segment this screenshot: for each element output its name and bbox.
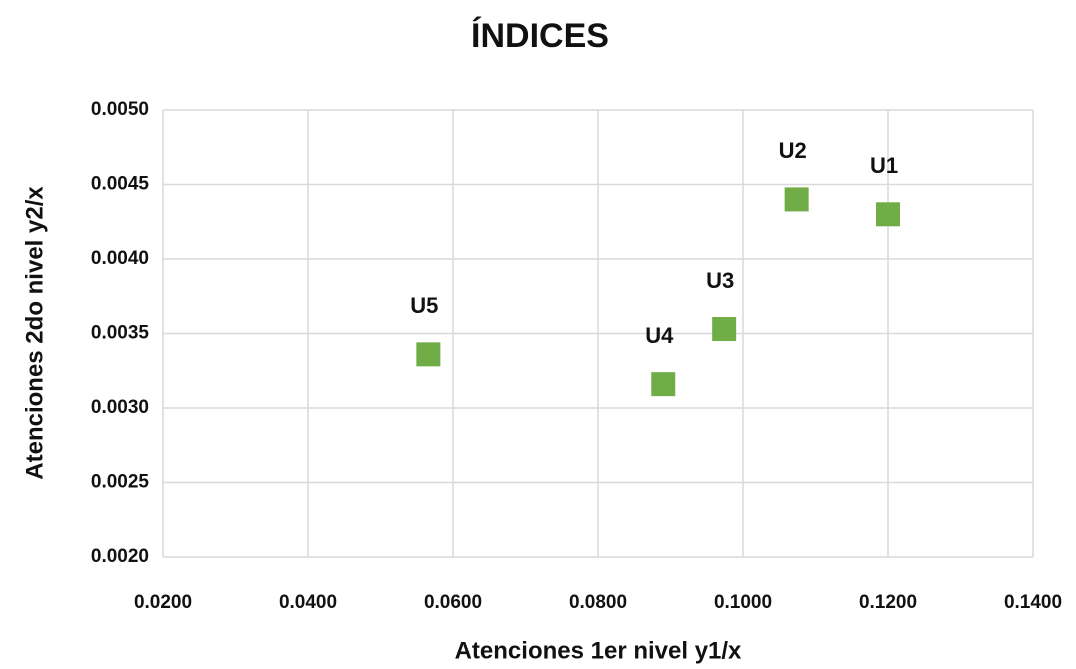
- y-tick-label: 0.0030: [91, 397, 149, 418]
- x-tick-label: 0.0400: [279, 592, 337, 613]
- x-axis-title: Atenciones 1er nivel y1/x: [455, 637, 742, 664]
- point: [416, 342, 441, 367]
- point-label: U2: [779, 138, 807, 163]
- x-tick-label: 0.1000: [714, 592, 772, 613]
- y-tick-label: 0.0025: [91, 472, 150, 493]
- x-tick-label: 0.1400: [1004, 592, 1062, 613]
- point: [876, 202, 900, 227]
- chart-title: ÍNDICES: [471, 17, 609, 55]
- point: [712, 317, 737, 342]
- x-tick-label: 0.0600: [424, 592, 482, 613]
- y-tick-label: 0.0020: [91, 546, 149, 567]
- y-tick-label: 0.0045: [91, 174, 150, 195]
- point: [784, 187, 809, 212]
- point-label: U3: [706, 268, 734, 293]
- y-tick-label: 0.0050: [91, 99, 149, 120]
- point: [651, 372, 676, 397]
- y-tick-label: 0.0040: [91, 248, 149, 269]
- y-axis-title: Atenciones 2do nivel y2/x: [21, 186, 48, 480]
- x-tick-label: 0.0200: [134, 592, 192, 613]
- point-label: U4: [645, 323, 674, 348]
- x-tick-label: 0.0800: [569, 592, 627, 613]
- point-label: U1: [870, 153, 898, 178]
- x-tick-label: 0.1200: [859, 592, 917, 613]
- y-tick-label: 0.0035: [91, 323, 150, 344]
- point-label: U5: [410, 293, 438, 318]
